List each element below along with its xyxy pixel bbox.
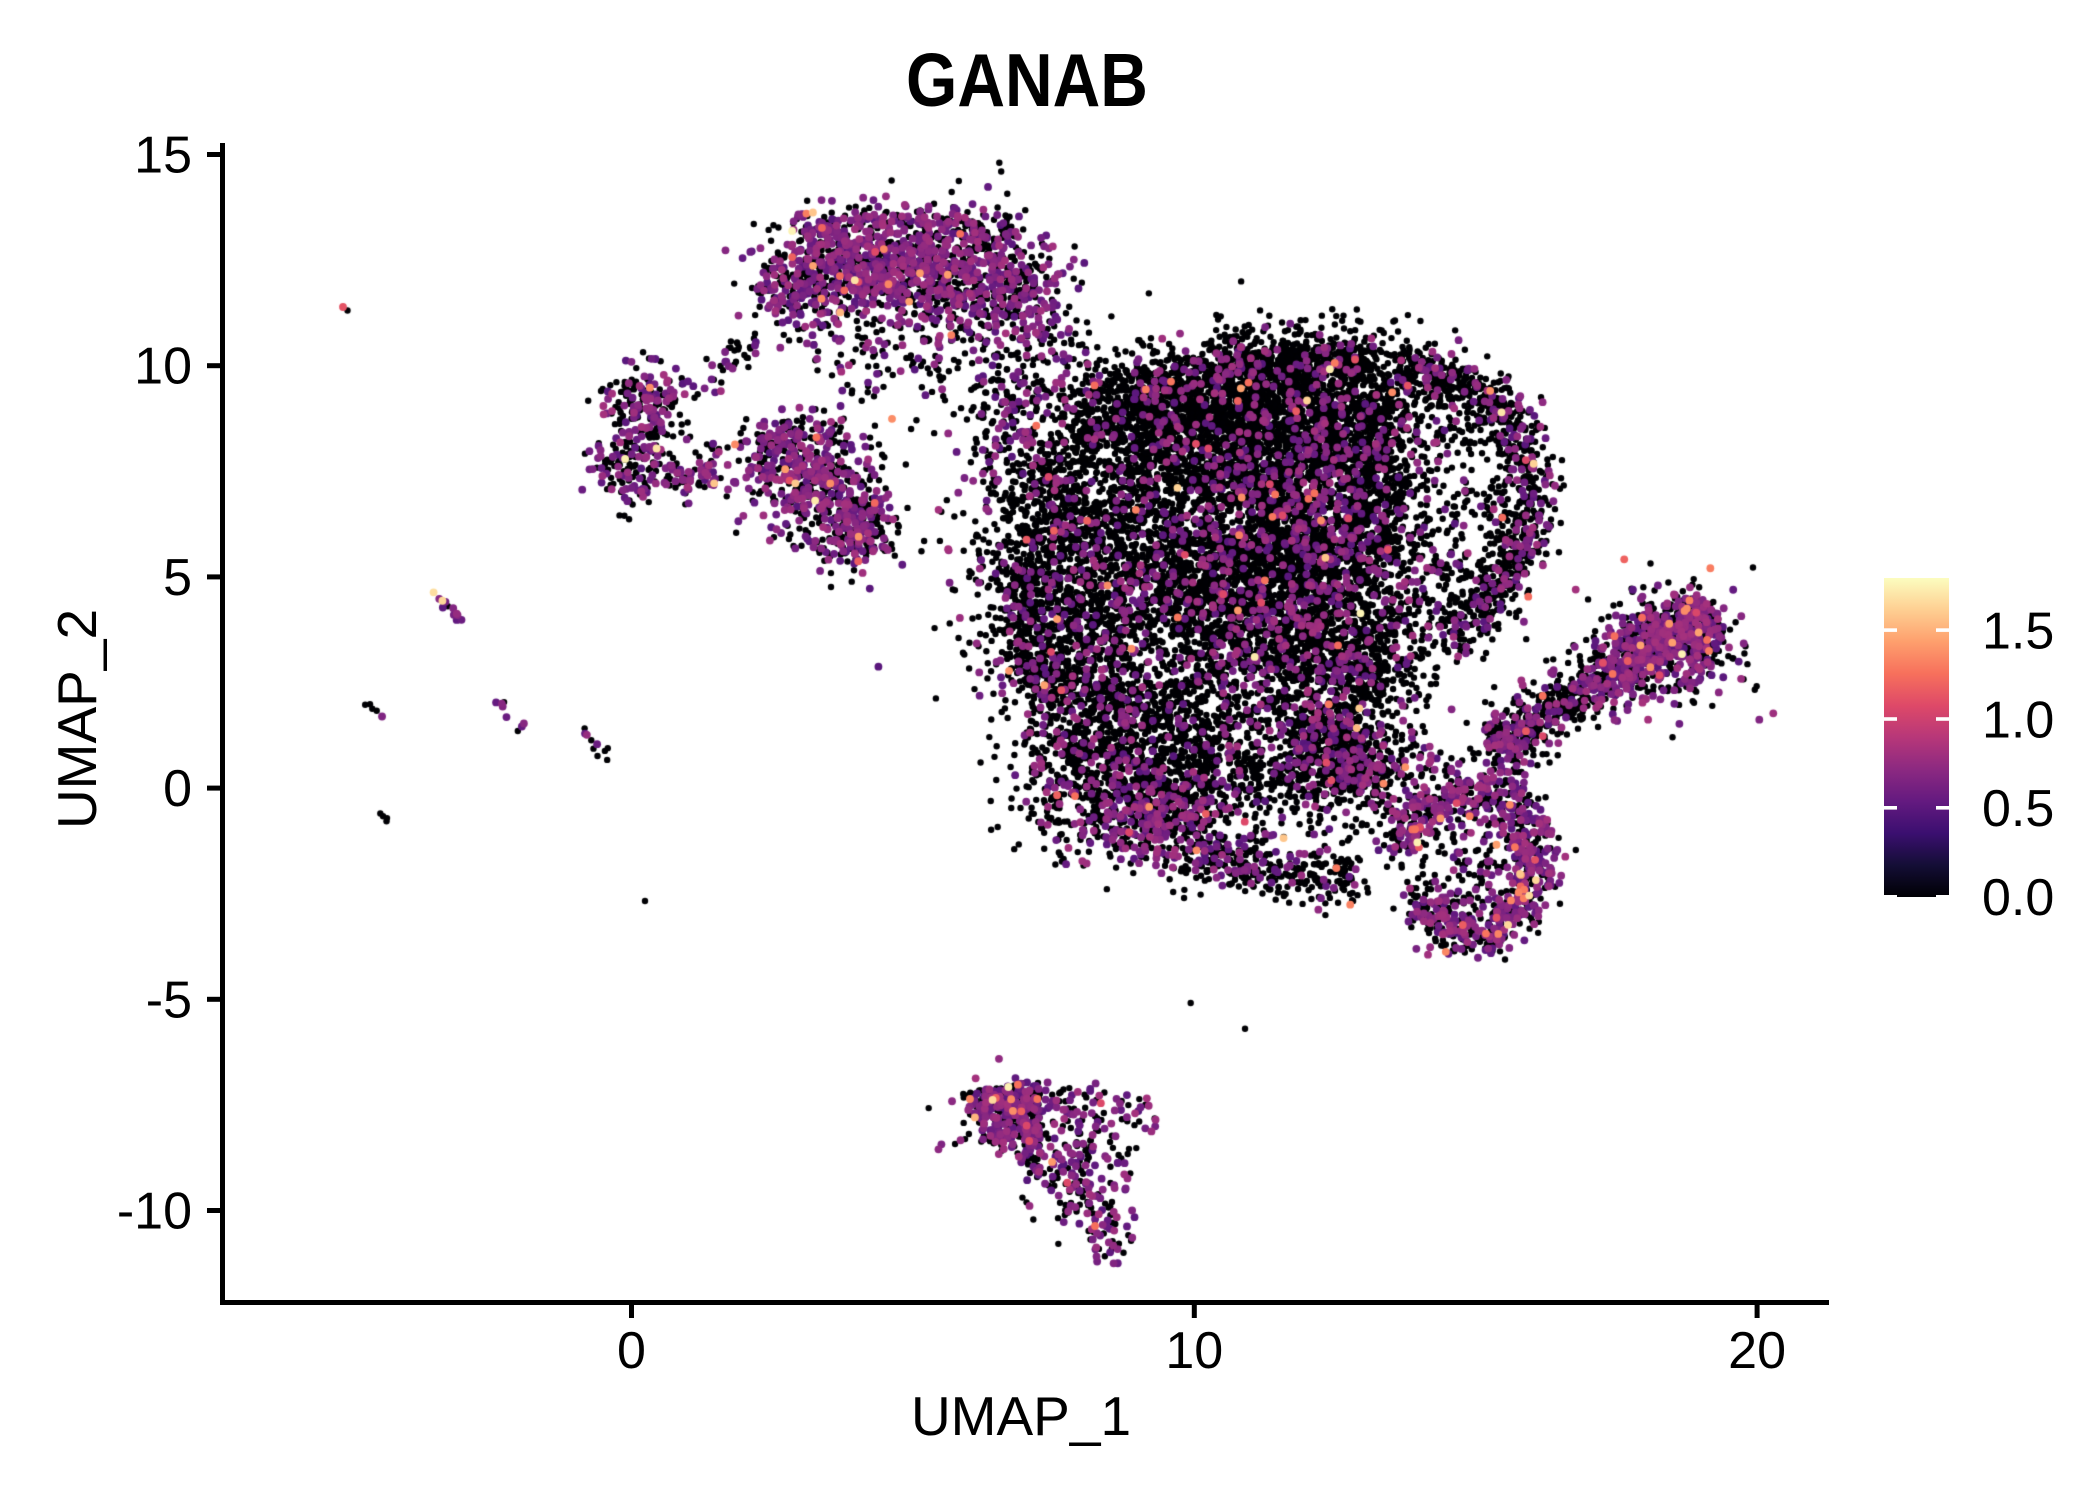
svg-text:-10: -10 <box>117 1183 192 1241</box>
svg-text:15: 15 <box>134 127 192 185</box>
svg-text:0.5: 0.5 <box>1982 780 2054 838</box>
svg-text:1.0: 1.0 <box>1982 692 2054 750</box>
svg-text:5: 5 <box>163 549 192 607</box>
svg-text:GANAB: GANAB <box>906 38 1148 122</box>
svg-text:UMAP_1: UMAP_1 <box>911 1385 1131 1447</box>
svg-text:UMAP_2: UMAP_2 <box>46 609 108 829</box>
svg-text:10: 10 <box>1165 1322 1223 1380</box>
svg-text:20: 20 <box>1728 1322 1786 1380</box>
svg-text:-5: -5 <box>146 971 192 1029</box>
svg-text:10: 10 <box>134 338 192 396</box>
svg-text:0: 0 <box>163 760 192 818</box>
svg-text:1.5: 1.5 <box>1982 603 2054 661</box>
svg-text:0.0: 0.0 <box>1982 869 2054 927</box>
svg-text:0: 0 <box>617 1322 646 1380</box>
